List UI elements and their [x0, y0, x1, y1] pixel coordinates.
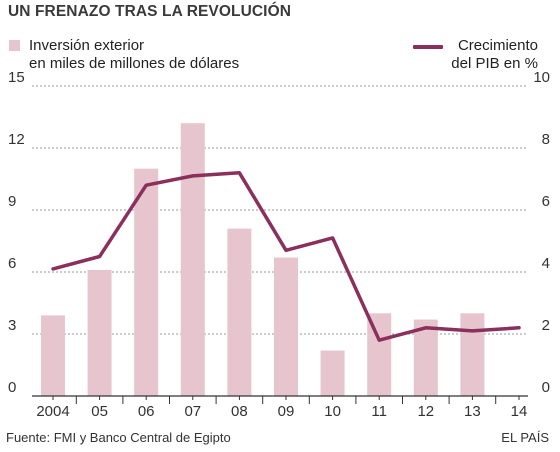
legend-line-label-line1: Crecimiento	[457, 37, 538, 54]
bar-inversion-09	[274, 257, 298, 396]
right-axis-tick-label: 4	[542, 255, 550, 272]
source-note: Fuente: FMI y Banco Central de Egipto	[6, 430, 231, 445]
bar-inversion-12	[413, 319, 438, 396]
bar-inversion-07	[180, 123, 205, 396]
legend-bars-label-line1: Inversión exterior	[29, 37, 145, 54]
x-axis-tick-label: 09	[278, 403, 295, 420]
legend-line-text: Crecimiento del PIB en %	[451, 37, 538, 73]
left-axis-tick-label: 6	[8, 255, 16, 272]
right-axis-tick-label: 10	[533, 69, 550, 86]
bar-inversion-08	[227, 228, 252, 396]
legend-bars-text: Inversión exterior en miles de millones …	[29, 37, 239, 73]
left-axis-tick-label: 12	[8, 131, 25, 148]
line-layer	[51, 171, 521, 342]
axis-layer: 0 0 3 2 6 4 9 6 12 8 15 10 2004 05 06 07 08 09 10 11 12 13 14	[8, 69, 550, 420]
x-axis-tick-label: 05	[91, 403, 108, 420]
x-axis-tick-label: 08	[231, 403, 248, 420]
bar-inversion-2004	[41, 315, 65, 396]
left-axis-tick-label: 0	[8, 379, 16, 396]
left-axis-tick-label: 9	[8, 193, 16, 210]
bar-inversion-10	[320, 350, 345, 396]
right-axis-tick-label: 0	[542, 379, 550, 396]
x-axis-tick-label: 14	[511, 403, 528, 420]
bar-inversion-13	[460, 313, 485, 396]
x-axis-tick-label: 06	[138, 403, 155, 420]
x-axis-tick-label: 10	[324, 403, 341, 420]
brand-logo-text: EL PAÍS	[501, 430, 549, 445]
bars-layer	[41, 123, 485, 396]
chart-title: UN FRENAZO TRAS LA REVOLUCIÓN	[8, 3, 292, 20]
legend-line-swatch	[413, 45, 444, 49]
x-axis-tick-label: 07	[184, 403, 201, 420]
bar-inversion-05	[87, 269, 112, 396]
x-axis-tick-label: 11	[371, 403, 387, 420]
x-axis-tick-label: 13	[464, 403, 481, 420]
legend-bars: Inversión exterior en miles de millones …	[9, 37, 239, 73]
legend-line: Crecimiento del PIB en %	[413, 37, 538, 73]
left-axis-tick-label: 15	[8, 69, 25, 86]
legend-bars-label-line2: en miles de millones de dólares	[29, 55, 240, 72]
bar-inversion-06	[134, 168, 159, 396]
x-axis-tick-label: 2004	[36, 403, 69, 420]
right-axis-tick-label: 6	[542, 193, 550, 210]
legend-line-label-line2: del PIB en %	[451, 55, 538, 72]
legend-bars-swatch	[9, 40, 20, 51]
left-axis-tick-label: 3	[8, 317, 16, 334]
x-axis-tick-label: 12	[417, 403, 434, 420]
bar-inversion-11	[367, 313, 392, 396]
right-axis-tick-label: 2	[542, 317, 550, 334]
right-axis-tick-label: 8	[542, 131, 550, 148]
